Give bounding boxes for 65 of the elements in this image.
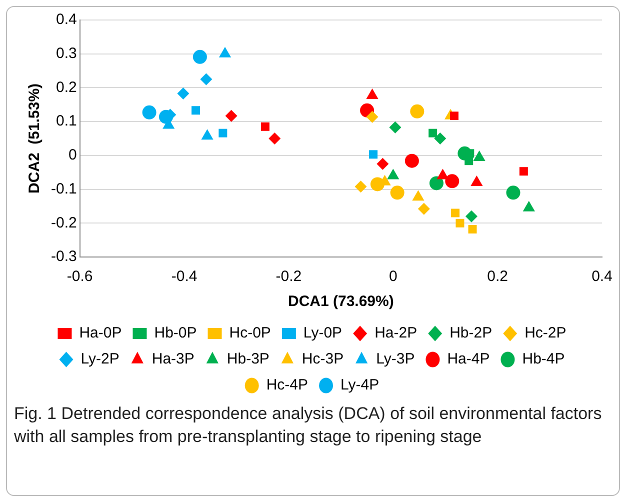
y-tick-label: 0.3	[56, 45, 77, 62]
point	[434, 132, 446, 144]
x-axis-title: DCA1 (73.69%)	[288, 293, 394, 310]
caption: Fig. 1 Detrended correspondence analysis (DCA) of soil environmental factors with all samples from pre-transplanting stage to ripening stage	[14, 403, 603, 448]
point	[354, 180, 367, 193]
point	[225, 110, 238, 122]
point	[268, 132, 281, 144]
legend-label: Ha-3P	[152, 350, 194, 368]
point	[366, 110, 378, 123]
point	[369, 150, 378, 159]
point	[470, 176, 483, 186]
x-tick-label: 0.4	[592, 268, 612, 286]
legend-label: Ly-3P	[376, 350, 415, 368]
y-tick-label: 0.2	[56, 78, 77, 96]
point	[456, 218, 464, 228]
y-axis-title: DCA2 (51.53%)	[26, 83, 44, 194]
legend-label: Hc-0P	[229, 324, 271, 342]
point	[464, 156, 474, 166]
legend-label: Ly-0P	[303, 324, 342, 342]
x-tick-label: -0.4	[171, 268, 198, 286]
legend-label: Hb-0P	[154, 324, 197, 342]
x-tick-label: -0.2	[276, 268, 302, 286]
y-tick-label: 0.1	[56, 112, 77, 130]
point	[142, 105, 156, 120]
legend-label: Hb-3P	[226, 350, 270, 368]
legend-label: Ha-2P	[374, 324, 418, 342]
legend-label: Hc-3P	[302, 350, 344, 368]
legend-label: Ly-4P	[340, 376, 380, 394]
point	[450, 112, 458, 120]
legend-label: Ha-4P	[447, 350, 490, 368]
legend-label: Hb-4P	[522, 350, 565, 368]
point	[192, 106, 200, 115]
y-tick-label: -0.3	[50, 248, 77, 266]
point	[376, 158, 389, 170]
x-tick-label: 0.2	[487, 268, 508, 286]
point	[260, 122, 270, 131]
point	[404, 154, 419, 168]
x-tick-label: 0	[388, 268, 398, 286]
y-tick-label: -0.1	[50, 180, 77, 198]
legend-label: Hc-4P	[266, 376, 308, 394]
legend-label: Ly-2P	[80, 350, 120, 368]
point	[445, 174, 460, 188]
point	[200, 73, 212, 86]
point	[390, 186, 404, 200]
y-tick-label: -0.2	[50, 214, 77, 232]
point	[412, 190, 424, 201]
point	[465, 210, 478, 222]
point	[506, 186, 520, 200]
point	[428, 128, 438, 138]
legend-label: Hb-2P	[450, 324, 492, 342]
point	[177, 87, 190, 100]
point	[519, 167, 528, 176]
legend-label: Hc-2P	[524, 324, 566, 342]
y-tick-label: 0	[68, 146, 77, 164]
x-tick-label: -0.6	[66, 268, 93, 286]
legend-label: Ha-0P	[79, 324, 122, 342]
point	[410, 104, 424, 118]
point	[389, 121, 402, 134]
point	[192, 50, 207, 64]
point	[418, 202, 430, 215]
point	[451, 208, 460, 218]
point	[429, 176, 444, 190]
y-tick-label: 0.4	[56, 11, 77, 28]
point	[468, 224, 477, 234]
point	[218, 128, 228, 138]
